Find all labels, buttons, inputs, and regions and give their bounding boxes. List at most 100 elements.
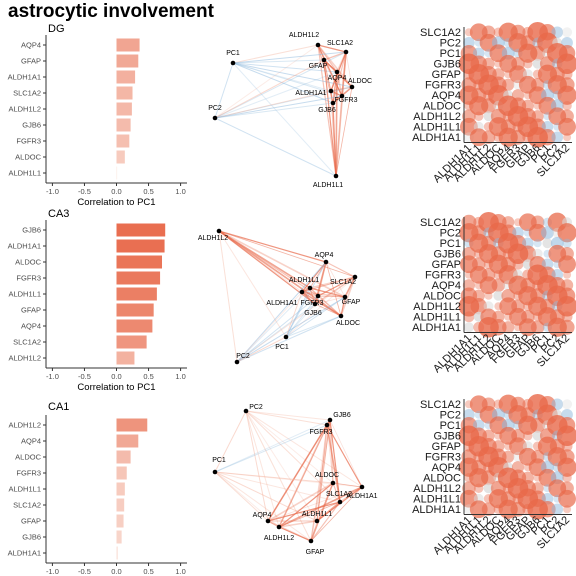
network-node-label: PC2 — [208, 105, 222, 112]
network-node-label: GFAP — [342, 299, 361, 306]
bar — [117, 256, 163, 269]
network-node — [360, 485, 365, 490]
x-tick-label: 0.0 — [111, 567, 121, 576]
network-node — [213, 470, 218, 475]
y-tick-label: SLC1A2 — [13, 501, 41, 510]
heatmap-cell — [551, 131, 563, 143]
heatmap-cell — [474, 112, 483, 121]
bar — [117, 451, 131, 464]
bar — [117, 240, 165, 253]
bar — [117, 352, 135, 365]
heatmap-row-label: ALDH1A1 — [412, 322, 461, 334]
heatmap-cell — [464, 311, 475, 322]
heatmap-cell — [563, 133, 571, 141]
x-tick-label: 0.5 — [143, 372, 153, 381]
network-node — [315, 519, 320, 524]
x-tick-label: 1.0 — [175, 187, 185, 196]
bar — [117, 515, 124, 528]
network-node-label: PC1 — [226, 50, 240, 57]
heatmap-cell — [474, 484, 483, 493]
bar — [117, 483, 125, 496]
y-tick-label: GJB6 — [22, 533, 41, 542]
bar — [117, 71, 136, 84]
bar — [117, 272, 161, 285]
y-tick-label: ALDH1L2 — [8, 354, 41, 363]
network-node — [213, 116, 218, 121]
network-node-label: PC1 — [212, 457, 226, 464]
network-node-label: ALDOC — [336, 320, 360, 327]
network-node-label: PC2 — [249, 404, 263, 411]
network-edge — [219, 231, 237, 362]
bar — [117, 320, 153, 333]
network-node — [231, 61, 236, 66]
network-node — [334, 174, 339, 179]
heatmap-cell — [562, 399, 572, 409]
y-tick-label: ALDH1L2 — [8, 421, 41, 430]
x-tick-label: -0.5 — [78, 187, 91, 196]
network-edge — [233, 63, 336, 176]
network-node-label: PC2 — [236, 353, 250, 360]
network-node-label: ALDH1L2 — [289, 32, 319, 39]
bar — [117, 547, 118, 560]
y-tick-label: FGFR3 — [16, 469, 41, 478]
y-tick-label: SLC1A2 — [13, 338, 41, 347]
y-tick-label: ALDH1A1 — [8, 73, 41, 82]
heatmap-DG: SLC1A2PC2PC1GJB6GFAPFGFR3AQP4ALDOCALDH1L… — [412, 22, 576, 185]
bar — [117, 288, 157, 301]
bar — [117, 103, 132, 116]
network-node — [350, 85, 355, 90]
network-node — [277, 525, 282, 530]
region-label: CA3 — [48, 208, 69, 220]
network-node-label: PC1 — [275, 344, 289, 351]
region-label: DG — [48, 23, 65, 35]
bar — [117, 336, 147, 349]
y-tick-label: AQP4 — [21, 322, 41, 331]
heatmap-cell — [464, 322, 474, 332]
y-tick-label: GFAP — [21, 57, 41, 66]
network-node — [331, 101, 336, 106]
y-tick-label: FGFR3 — [16, 274, 41, 283]
network-node-label: AQP4 — [253, 512, 272, 519]
network-node — [244, 409, 249, 414]
bar-chart-CA1: ALDH1L2AQP4ALDOCFGFR3ALDH1L1SLC1A2GFAPGJ… — [8, 415, 187, 576]
network-edge — [215, 118, 336, 176]
x-tick-label: 0.5 — [143, 187, 153, 196]
network-node — [266, 519, 271, 524]
heatmap-cell — [562, 27, 572, 37]
heatmap-cell — [534, 239, 542, 247]
heatmap-row-label: ALDH1A1 — [412, 504, 461, 516]
bar — [117, 55, 139, 68]
network-node — [328, 418, 333, 423]
y-tick-label: AQP4 — [21, 437, 41, 446]
bar — [117, 167, 118, 180]
network-node-label: FGFR3 — [310, 429, 333, 436]
bar — [117, 531, 122, 544]
bar — [117, 435, 139, 448]
network-node — [325, 423, 330, 428]
y-tick-label: AQP4 — [21, 41, 41, 50]
heatmap-row-label: ALDH1A1 — [412, 132, 461, 144]
network-node-label: ALDH1A1 — [295, 90, 326, 97]
bar — [117, 87, 133, 100]
heatmap-cell — [562, 473, 571, 482]
y-tick-label: ALDH1L1 — [8, 290, 41, 299]
bar-chart-DG: AQP4GFAPALDH1A1SLC1A2ALDH1L2GJB6FGFR3ALD… — [8, 35, 187, 208]
network-node — [322, 58, 327, 63]
bar — [117, 119, 131, 132]
x-tick-label: -1.0 — [46, 187, 59, 196]
network-node — [331, 481, 336, 486]
network-node-label: SLC1A2 — [330, 279, 356, 286]
bar — [117, 39, 140, 52]
network-node — [338, 500, 343, 505]
heatmap-CA1: SLC1A2PC2PC1GJB6GFAPFGFR3AQP4ALDOCALDH1L… — [412, 394, 576, 557]
network-node — [313, 302, 318, 307]
network-node-label: ALDH1L1 — [289, 277, 319, 284]
network-node-label: GFAP — [306, 549, 325, 556]
network-edge — [219, 231, 355, 277]
bar — [117, 499, 125, 512]
network-node — [316, 294, 321, 299]
network-node-label: FGFR3 — [301, 300, 324, 307]
network-node-label: AQP4 — [315, 252, 334, 259]
